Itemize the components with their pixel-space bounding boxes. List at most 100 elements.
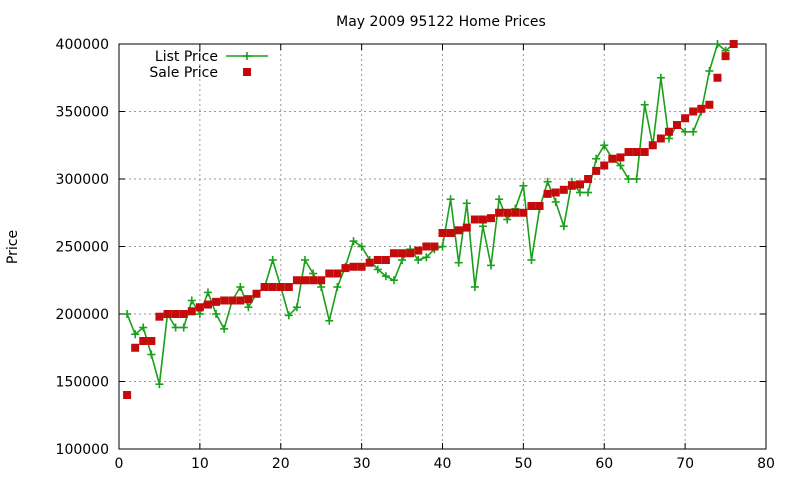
list-price-point [301,256,310,264]
list-price-point [203,288,212,297]
sale-price-point [260,283,269,291]
legend: List Price Sale Price [149,49,268,81]
list-price-point [171,323,180,332]
sale-price-point [317,276,326,285]
sale-price-point [163,310,172,318]
list-price-point [195,310,204,318]
list-price-point [212,310,221,318]
sale-price-point [575,180,584,189]
y-tick-label: 200000 [56,307,109,323]
list-price-point [389,276,398,285]
list-price-point [478,222,487,231]
sale-price-point [325,269,334,278]
sale-price-point [438,229,447,237]
sale-price-point [301,276,310,285]
list-price-point [398,256,407,264]
sale-price-point [551,188,560,197]
sale-price-point [406,249,415,258]
list-price-point [575,188,584,197]
sale-price-point [139,337,148,345]
list-price-point [616,161,625,170]
list-price-point [632,175,641,183]
series-sale-price [123,40,738,399]
legend-swatch-sale-price [243,68,251,76]
sale-price-point [519,208,528,217]
sale-price-point [624,148,633,156]
sale-price-point [276,283,285,291]
sale-price-point [284,283,293,291]
sale-price-point [648,141,657,150]
y-axis-label: Price [5,230,21,264]
sale-price-point [309,276,318,285]
sale-price-point [220,296,229,305]
chart-title: May 2009 95122 Home Prices [336,14,546,30]
sale-price-point [608,154,617,163]
list-price-point [600,141,609,150]
sale-price-point [203,300,212,309]
sale-price-point [389,249,398,258]
list-price-point [373,265,382,274]
list-price-point [131,330,140,339]
list-price-point [179,323,188,332]
sale-price-point [543,189,552,198]
sale-price-point [244,295,253,304]
sale-price-point [236,296,245,305]
x-tick-label: 20 [272,456,290,472]
sale-price-point [592,166,601,175]
list-price-point [268,256,277,264]
sale-price-point [195,303,204,312]
list-price-point [292,303,301,312]
list-price-point [624,175,633,183]
list-price-point [317,283,326,291]
sale-price-point [398,249,407,258]
sale-price-point [495,208,504,217]
x-tick-label: 0 [115,456,124,472]
sale-price-point [268,283,277,291]
sale-price-point [414,246,423,255]
series [123,40,738,399]
sale-price-point [422,242,431,251]
sale-price-point [131,343,140,352]
list-price-point [705,67,714,75]
x-tick-label: 30 [353,456,371,472]
y-tick-label: 350000 [56,105,109,121]
y-tick-label: 250000 [56,240,109,256]
sale-price-point [664,127,673,136]
sale-price-point [673,121,682,129]
list-price-point [495,195,504,204]
sale-price-point [600,161,609,170]
list-price-point [713,40,722,48]
series-list-price [123,40,738,389]
list-price-point [681,127,690,136]
sale-price-point [705,100,714,109]
list-price-point [454,258,463,267]
sale-price-point [689,107,698,116]
y-tick-label: 400000 [56,37,109,53]
sale-price-point [559,185,568,194]
list-price-point [309,269,318,278]
sale-price-point [228,296,237,305]
list-price-point [592,154,601,163]
sale-price-point [341,264,350,273]
list-price-point [325,316,334,325]
sale-price-point [365,258,374,267]
sale-price-point [713,73,722,82]
list-price-point [123,310,132,318]
y-tick-label: 100000 [56,442,109,458]
sale-price-point [721,52,730,61]
sale-price-point [535,202,544,210]
list-price-point [689,127,698,136]
list-price-point [462,199,471,208]
sale-price-point [729,40,738,48]
list-price-point [244,303,253,312]
x-tick-label: 50 [514,456,532,472]
list-price-point [357,242,366,251]
sale-price-point [632,148,641,156]
sale-price-point [584,175,593,183]
list-price-point [656,73,665,82]
legend-label-sale-price: Sale Price [149,65,218,81]
sale-price-point [681,114,690,123]
list-price-point [236,283,245,291]
sale-price-point [656,134,665,143]
list-price-point [503,215,512,224]
